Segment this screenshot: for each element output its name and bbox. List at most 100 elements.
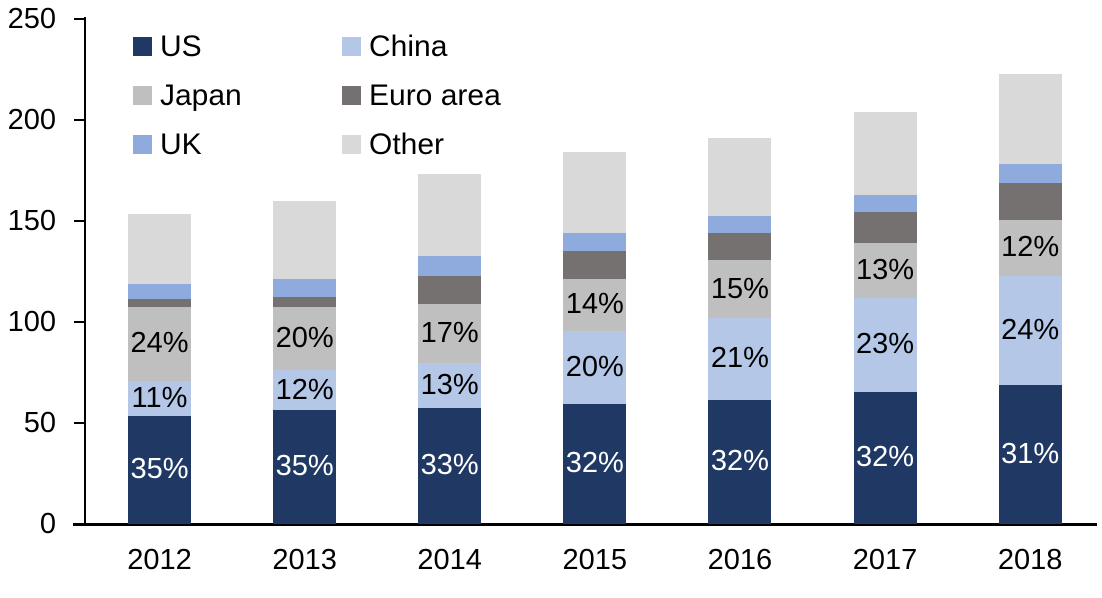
x-axis-label-2018: 2018: [997, 544, 1063, 576]
bar-segment-uk-2014: [418, 256, 482, 276]
legend-swatch-us: [133, 37, 152, 56]
y-axis-label: 250: [7, 3, 56, 35]
bar-segment-uk-2012: [128, 283, 191, 299]
bar-segment-china-2018: [998, 275, 1062, 385]
x-axis-label-2014: 2014: [417, 544, 482, 576]
bar-segment-euro-area-2014: [418, 275, 482, 304]
bar-segment-us-2018: [998, 384, 1062, 524]
y-axis-label: 100: [7, 306, 56, 338]
x-axis-label-2013: 2013: [272, 544, 337, 576]
bar-segment-us-2012: [128, 415, 191, 524]
legend-swatch-euro-area: [342, 86, 361, 105]
bar-segment-euro-area-2016: [708, 233, 772, 261]
bar-label-us-2018: 31%: [1001, 437, 1060, 470]
x-axis-label-2012: 2012: [127, 544, 192, 576]
bar-label-china-2015: 20%: [565, 350, 624, 383]
legend-label-japan: Japan: [160, 78, 242, 112]
x-axis-label-2015: 2015: [562, 544, 628, 576]
legend-label-china: China: [369, 29, 448, 63]
bar-label-japan-2016: 15%: [710, 272, 769, 305]
y-axis-tick: [74, 219, 86, 223]
bar-label-us-2015: 32%: [565, 447, 624, 480]
legend-swatch-china: [342, 37, 361, 56]
bar-segment-uk-2016: [708, 215, 772, 234]
bar-segment-japan-2016: [708, 260, 772, 318]
bar-segment-other-2014: [418, 173, 482, 257]
bar-segment-china-2017: [853, 297, 917, 392]
legend-item-china: China: [342, 29, 501, 63]
y-axis-tick: [74, 17, 86, 21]
y-axis-tick: [74, 118, 86, 122]
bar-segment-euro-area-2018: [998, 182, 1062, 220]
bar-segment-china-2014: [418, 363, 482, 408]
bar-segment-china-2012: [128, 380, 191, 416]
bar-segment-euro-area-2012: [128, 298, 191, 307]
legend-swatch-uk: [133, 135, 152, 154]
legend-swatch-japan: [133, 86, 152, 105]
bar-segment-euro-area-2013: [273, 296, 337, 307]
bar-label-japan-2015: 14%: [565, 288, 624, 321]
bar-segment-uk-2015: [563, 233, 627, 252]
bar-segment-japan-2018: [998, 219, 1062, 276]
bar-segment-uk-2018: [998, 164, 1062, 183]
bar-label-us-2012: 35%: [130, 453, 189, 486]
bar-segment-euro-area-2017: [853, 211, 917, 244]
bar-label-japan-2012: 24%: [130, 327, 189, 360]
x-axis: [73, 522, 1097, 526]
bar-label-japan-2017: 13%: [855, 253, 915, 286]
x-axis-label-2016: 2016: [707, 544, 773, 576]
bar-segment-other-2016: [708, 138, 772, 216]
legend-item-uk: UK: [133, 127, 342, 161]
bar-segment-us-2017: [853, 391, 917, 524]
bar-segment-euro-area-2015: [563, 251, 627, 279]
y-axis-label: 200: [7, 104, 56, 136]
bar-segment-china-2015: [563, 331, 627, 404]
bar-segment-japan-2015: [563, 278, 627, 332]
bar-label-china-2018: 24%: [1001, 313, 1060, 346]
bar-segment-us-2015: [563, 403, 627, 524]
bar-segment-japan-2017: [853, 243, 917, 298]
y-axis-label: 0: [39, 508, 56, 540]
y-axis-tick: [74, 421, 86, 425]
bar-segment-other-2012: [128, 213, 191, 284]
bar-segment-uk-2013: [273, 278, 337, 297]
legend-item-us: US: [133, 29, 342, 63]
chart-legend: US China Japan Euro area UK Other: [133, 22, 501, 169]
x-axis-label-2017: 2017: [852, 544, 918, 576]
bar-segment-other-2013: [273, 200, 337, 279]
bar-segment-other-2018: [998, 73, 1062, 165]
legend-label-other: Other: [369, 127, 445, 161]
bar-segment-other-2017: [853, 111, 917, 195]
bar-segment-us-2014: [418, 407, 482, 524]
bar-label-china-2012: 11%: [131, 381, 188, 414]
bar-label-china-2017: 23%: [855, 328, 915, 361]
y-axis-label: 50: [23, 407, 56, 439]
y-axis: [83, 17, 86, 526]
bar-segment-china-2016: [708, 317, 772, 400]
bar-label-china-2013: 12%: [275, 373, 334, 406]
bar-segment-japan-2012: [128, 306, 191, 381]
legend-label-uk: UK: [160, 127, 202, 161]
bar-label-japan-2014: 17%: [420, 317, 479, 350]
legend-label-us: US: [160, 29, 202, 63]
legend-label-euro-area: Euro area: [369, 78, 501, 112]
bar-label-us-2014: 33%: [420, 449, 479, 482]
bar-segment-china-2013: [273, 370, 337, 410]
bar-label-us-2017: 32%: [855, 441, 915, 474]
bar-segment-japan-2013: [273, 306, 337, 371]
bar-label-china-2014: 13%: [420, 369, 479, 402]
bar-segment-japan-2014: [418, 303, 482, 364]
bar-segment-other-2015: [563, 152, 627, 234]
bar-label-japan-2013: 20%: [275, 322, 334, 355]
legend-item-euro-area: Euro area: [342, 78, 501, 112]
bar-segment-us-2013: [273, 409, 337, 524]
bar-label-japan-2018: 12%: [1001, 231, 1060, 264]
bar-segment-us-2016: [708, 399, 772, 524]
bar-label-china-2016: 21%: [710, 342, 769, 375]
bar-label-us-2016: 32%: [710, 445, 769, 478]
legend-item-japan: Japan: [133, 78, 342, 112]
y-axis-label: 150: [7, 205, 56, 237]
bar-segment-uk-2017: [853, 194, 917, 212]
y-axis-tick: [74, 320, 86, 324]
